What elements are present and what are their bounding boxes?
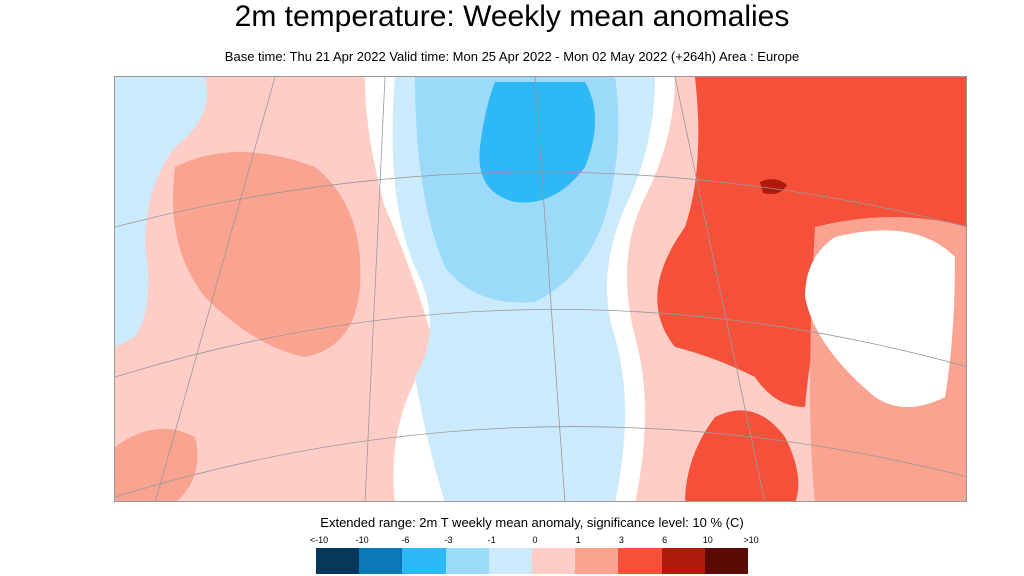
- caspian-white-area: [805, 230, 955, 407]
- west-light-blue-area: [115, 77, 207, 347]
- subtitle: Base time: Thu 21 Apr 2022 Valid time: M…: [224, 49, 800, 64]
- legend-swatch: [661, 548, 705, 574]
- legend-label: -10: [355, 535, 369, 545]
- east-red-area: [657, 77, 966, 407]
- legend-swatch: [704, 548, 748, 574]
- legend-swatch: [532, 548, 576, 574]
- legend-label: -1: [487, 535, 496, 545]
- legend-label: -3: [444, 535, 453, 545]
- legend-label: 6: [662, 535, 668, 545]
- legend-label: 1: [575, 535, 581, 545]
- legend-label: 0: [532, 535, 538, 545]
- legend-swatch: [488, 548, 532, 574]
- legend-swatch: [359, 548, 403, 574]
- anomaly-map: [114, 76, 967, 502]
- legend-swatch: [618, 548, 662, 574]
- map-svg: [115, 77, 966, 501]
- legend-title: Extended range: 2m T weekly mean anomaly…: [320, 515, 744, 530]
- graticule-lines: [115, 77, 966, 501]
- legend-label: <-10: [309, 535, 329, 545]
- legend-swatch: [445, 548, 489, 574]
- legend-label: >10: [743, 535, 759, 545]
- legend-swatch: [402, 548, 446, 574]
- southwest-salmon-area: [115, 429, 198, 501]
- legend-label: -6: [401, 535, 410, 545]
- dark-red-spot: [760, 179, 787, 194]
- legend-label: 10: [702, 535, 713, 545]
- legend-swatch: [316, 548, 360, 574]
- legend-label: 3: [618, 535, 624, 545]
- page-title: 2m temperature: Weekly mean anomalies: [234, 0, 790, 33]
- legend-swatch: [575, 548, 619, 574]
